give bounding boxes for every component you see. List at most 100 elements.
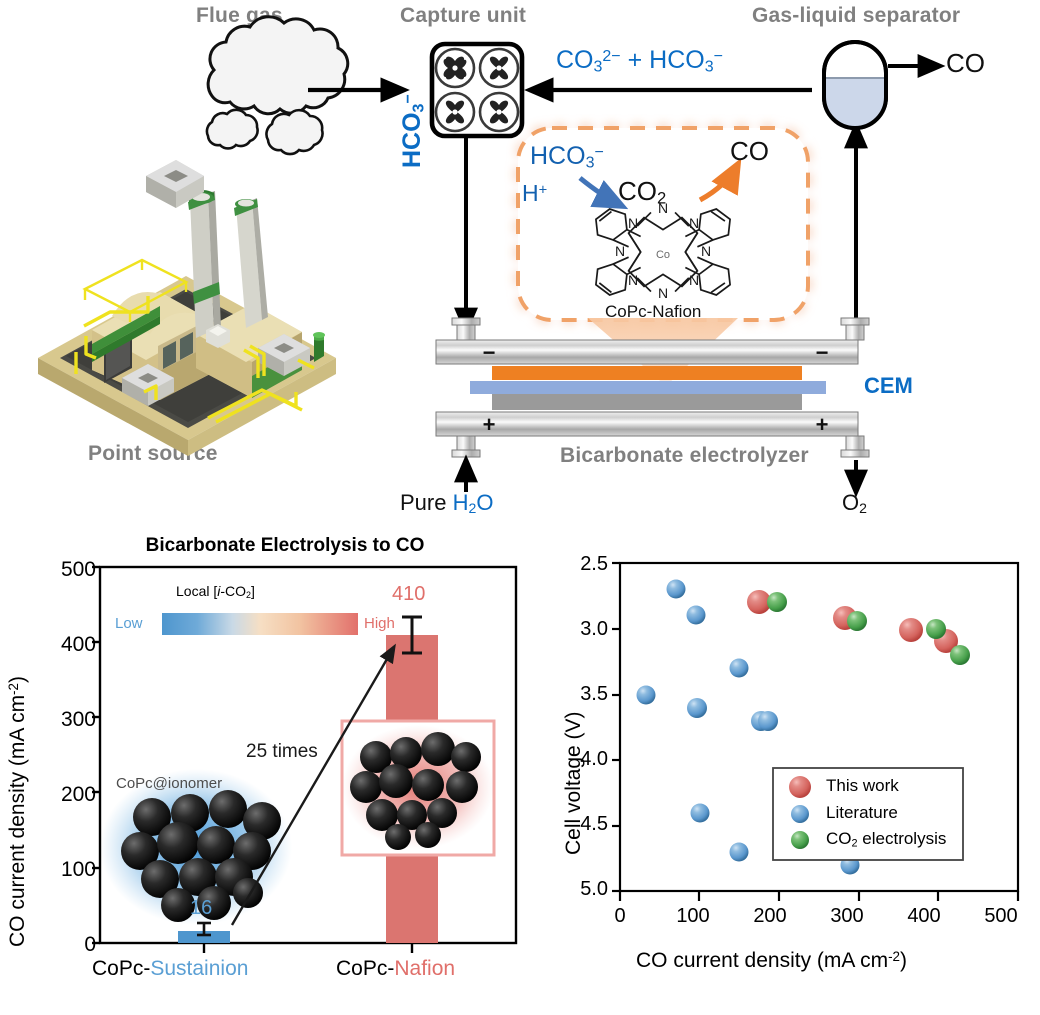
chimney-right [234, 198, 268, 328]
inset-label-catalyst: CoPc-Nafion [605, 302, 702, 321]
bar-ytick-0: 0 [84, 933, 96, 956]
inset-label-bicarbonate: HCO3− [530, 142, 604, 172]
bar-category-sustainion: CoPc-Sustainion [92, 957, 249, 980]
port-top-right [840, 317, 870, 341]
anode-sign-left: + [483, 412, 496, 437]
cobalt-center-label: Co [656, 249, 670, 261]
scatter-xtick-500: 500 [984, 905, 1018, 927]
arrow-bicarbonate-to-co2 [578, 176, 629, 210]
rooftop-unit-a [146, 160, 204, 208]
scatter-ytick-4p5: 4.5 [580, 813, 608, 835]
port-top-left [451, 317, 481, 341]
cathode-sign-left: − [483, 340, 496, 365]
errorbar-nafion [402, 615, 422, 655]
arrow-improvement [230, 643, 396, 926]
series-literature-points [636, 579, 860, 875]
errorbar-sustainion [197, 921, 211, 937]
label-capture-unit: Capture unit [400, 4, 527, 27]
series-co2-electrolysis-points [767, 592, 970, 665]
bar-x-ticks [202, 943, 414, 953]
bar-ytick-100: 100 [60, 858, 96, 881]
label-pure-water: Pure H2O [400, 490, 494, 517]
bicarbonate-electrolyzer: − − + + [435, 317, 870, 498]
legend-label-literature: Literature [826, 803, 898, 822]
svg-text:N: N [689, 215, 699, 231]
bar-category-nafion: CoPc-Nafion [336, 957, 456, 980]
bar-ytick-200: 200 [60, 783, 96, 806]
inset-label-co2: CO2 [618, 176, 667, 208]
svg-text:N: N [689, 272, 699, 288]
bar-ytick-500: 500 [60, 558, 96, 581]
cathode-sign-right: − [816, 340, 829, 365]
bar-value-nafion: 410 [392, 583, 426, 605]
bar-ytick-400: 400 [60, 633, 96, 656]
label-gas-liquid-separator: Gas-liquid separator [752, 4, 961, 27]
series-this-work-points [747, 590, 958, 653]
scatter-xtick-300: 300 [830, 905, 864, 927]
scatter-xtick-0: 0 [614, 905, 626, 927]
scatter-xtick-100: 100 [676, 905, 710, 927]
label-oxygen-outlet: O2 [842, 490, 867, 517]
label-co-outlet: CO [946, 48, 985, 78]
legend-marker-this-work [789, 776, 811, 798]
cem-membrane [470, 381, 826, 394]
bar-chart-title: Bicarbonate Electrolysis to CO [145, 535, 425, 556]
port-bottom-right [840, 435, 870, 458]
colorbar-low-label: Low [115, 615, 143, 632]
bar-value-sustainion: 16 [190, 897, 213, 919]
scatter-ytick-3p5: 3.5 [580, 683, 608, 705]
bar-sustainion [178, 931, 230, 943]
gas-liquid-separator-icon [822, 40, 888, 130]
scatter-chart-panel: Cell voltage (V) 2.5 3.0 3.5 4.0 4.5 5.0… [530, 525, 1040, 1015]
gas-diffusion-layer [492, 394, 802, 410]
bar-chart-panel: Bicarbonate Electrolysis to CO CO curren… [0, 525, 530, 1015]
label-carbonate-stream: CO32− + HCO3− [556, 46, 723, 76]
scatter-xtick-400: 400 [907, 905, 941, 927]
legend-label-co2-electrolysis: CO2 electrolysis [826, 829, 947, 850]
cluster-sustainion [100, 769, 292, 925]
schematic-canvas: N N N N N N N N Co [38, 15, 946, 498]
scatter-ytick-5p0: 5.0 [580, 878, 608, 900]
flue-gas-cloud-small-left [205, 108, 259, 150]
scatter-ytick-2p5: 2.5 [580, 553, 608, 575]
cluster-annotation: CoPc@ionomer [116, 775, 223, 792]
colorbar-title: Local [i-CO2] [176, 583, 255, 600]
inset-label-proton: H+ [522, 180, 548, 206]
anode-sign-right: + [816, 412, 829, 437]
scatter-xtick-200: 200 [753, 905, 787, 927]
bar-ytick-300: 300 [60, 708, 96, 731]
colorbar-high-label: High [364, 615, 395, 632]
port-bottom-left [451, 435, 481, 458]
label-bicarbonate-stream: HCO3− [398, 94, 428, 168]
capture-unit-icon [429, 41, 525, 139]
process-schematic: Flue gas Capture unit Gas-liquid separat… [38, 4, 985, 517]
svg-text:N: N [628, 215, 638, 231]
scatter-legend [772, 767, 964, 861]
scatter-ytick-3p0: 3.0 [580, 618, 608, 640]
svg-text:N: N [701, 243, 711, 259]
scatter-y-ticks [612, 561, 620, 893]
svg-text:N: N [658, 200, 668, 216]
inset-label-co-product: CO [730, 136, 769, 166]
bar-y-ticks [92, 565, 100, 945]
legend-label-this-work: This work [826, 776, 899, 795]
arrow-co2-to-co [698, 157, 742, 203]
scatter-canvas [612, 561, 1020, 901]
catalyst-layer [492, 366, 802, 380]
legend-marker-co2-electrolysis [791, 831, 809, 849]
svg-text:N: N [658, 285, 668, 301]
flue-gas-cloud-small-right [265, 108, 324, 156]
ratio-annotation: 25 times [246, 741, 318, 762]
rooftop-unit-b [122, 364, 174, 406]
flue-gas-cloud-large [206, 15, 350, 116]
power-plant-illustration [38, 160, 336, 456]
label-bicarbonate-electrolyzer: Bicarbonate electrolyzer [560, 444, 809, 467]
cluster-nafion [340, 719, 496, 857]
svg-text:N: N [615, 243, 625, 259]
copc-atom-labels: N N N N N N N N [615, 200, 711, 301]
bar-chart-canvas [92, 565, 518, 953]
scatter-ytick-4p0: 4.0 [580, 748, 608, 770]
svg-text:N: N [628, 272, 638, 288]
scatter-xlabel: CO current density (mA cm-2) [636, 949, 908, 973]
scatter-x-ticks [618, 891, 1020, 901]
